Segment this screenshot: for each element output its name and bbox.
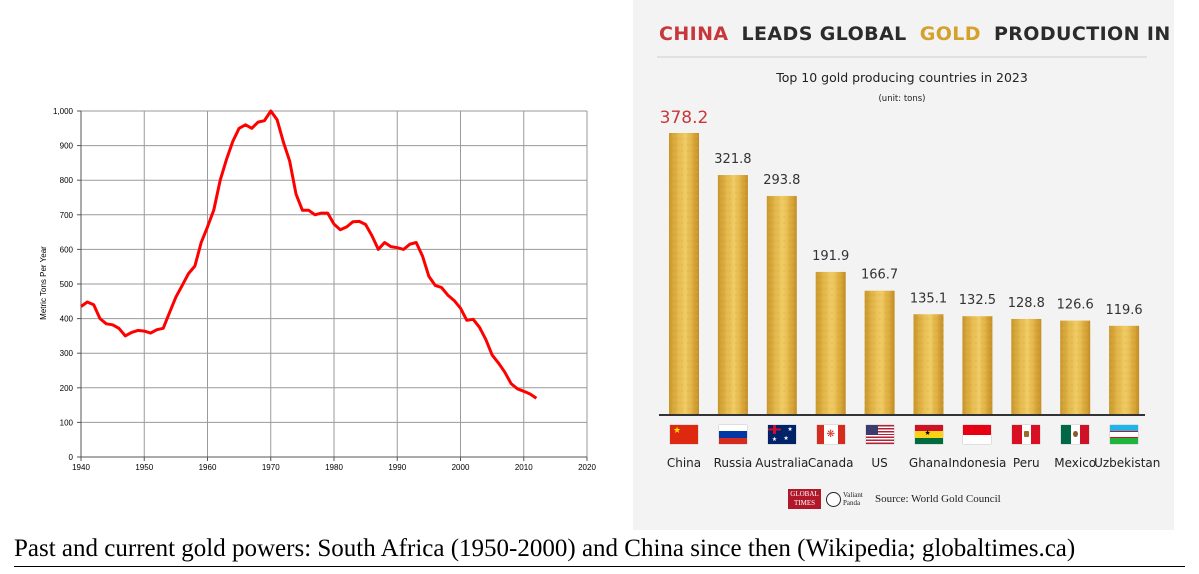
bar-chart-subtitle: (unit: tons) xyxy=(878,94,925,104)
y-tick-label: 900 xyxy=(60,142,74,151)
x-tick-label: 1970 xyxy=(262,463,280,472)
bar-chart-value-labels: 378.2 321.8 293.8 191.9 166.7 135.1 132.5 128.8… xyxy=(660,108,1143,318)
value-label-canada: 191.9 xyxy=(812,249,849,264)
country-label: Russia xyxy=(713,456,753,470)
country-label: China xyxy=(666,456,702,470)
bar-texture xyxy=(766,195,797,415)
y-tick-label: 300 xyxy=(60,349,74,358)
country-label: US xyxy=(871,456,888,470)
headline-china-word: CHINA xyxy=(659,23,729,45)
y-tick-label: 1,000 xyxy=(53,107,74,116)
y-tick-label: 700 xyxy=(60,211,74,220)
bar-texture xyxy=(1109,325,1140,415)
ghana-flag-icon: ★ xyxy=(914,425,943,444)
russia-flag-icon xyxy=(718,425,747,444)
line-chart-y-ticks: 0 100 200 300 400 500 600 700 800 900 1,000 xyxy=(53,107,74,462)
x-tick-label: 1980 xyxy=(325,463,343,472)
bar-texture xyxy=(962,316,993,415)
x-tick-label: 2010 xyxy=(515,463,533,472)
value-label-uzbekistan: 119.6 xyxy=(1105,303,1142,318)
value-label-indonesia: 132.5 xyxy=(959,293,996,308)
x-tick-label: 1940 xyxy=(72,463,90,472)
indonesia-flag-icon xyxy=(963,425,992,444)
line-chart-axes xyxy=(80,111,587,458)
y-tick-label: 800 xyxy=(60,176,74,185)
valiant-panda-logo: Valiant Panda xyxy=(826,489,870,509)
bar-texture xyxy=(669,133,699,415)
line-chart-grid xyxy=(77,110,588,461)
us-flag-icon xyxy=(865,425,894,444)
uzbekistan-flag-icon xyxy=(1110,425,1139,444)
y-tick-label: 0 xyxy=(69,453,74,462)
bar-texture xyxy=(913,314,944,415)
y-tick-label: 500 xyxy=(60,280,74,289)
x-tick-label: 2020 xyxy=(578,463,596,472)
bar-texture xyxy=(815,271,846,415)
value-label-us: 166.7 xyxy=(861,268,898,283)
source-line: GLOBAL TIMES Valiant Panda Source: World G… xyxy=(788,487,1048,511)
y-tick-label: 200 xyxy=(60,384,74,393)
headline-production: PRODUCTION IN 2023 xyxy=(994,23,1174,45)
x-tick-label: 1950 xyxy=(135,463,153,472)
headline-leads-global: LEADS GLOBAL xyxy=(742,23,907,45)
value-label-china: 378.2 xyxy=(660,108,709,128)
bar-texture xyxy=(1060,320,1091,415)
mexico-flag-icon xyxy=(1061,425,1090,444)
line-chart-series-line xyxy=(80,109,538,400)
bar-chart-bars xyxy=(669,133,1140,415)
country-label: Uzbekistan xyxy=(1094,456,1161,470)
headline-gold-word: GOLD xyxy=(920,23,981,45)
peru-flag-icon xyxy=(1012,425,1041,444)
country-label: Ghana xyxy=(908,456,949,470)
line-chart-x-ticks: 1940 1950 1960 1970 1980 1990 2000 2010 2020 xyxy=(72,463,596,472)
x-tick-label: 1960 xyxy=(199,463,217,472)
x-tick-label: 1990 xyxy=(388,463,406,472)
y-tick-label: 100 xyxy=(60,418,74,427)
y-tick-label: 600 xyxy=(60,245,74,254)
poster-headline: CHINA LEADS GLOBAL GOLD PRODUCTION IN 20… xyxy=(659,23,1174,45)
bar-texture xyxy=(717,175,748,415)
gold-production-poster: CHINA LEADS GLOBAL GOLD PRODUCTION IN 20… xyxy=(633,0,1174,530)
line-chart-y-axis-label: Metric Tons Per Year xyxy=(39,246,48,320)
panda-icon xyxy=(826,491,841,507)
value-label-australia: 293.8 xyxy=(763,173,800,188)
source-text: Source: World Gold Council xyxy=(875,493,1001,505)
value-label-russia: 321.8 xyxy=(714,152,751,167)
bar-texture xyxy=(1011,318,1042,415)
figure-caption: Past and current gold powers: South Afri… xyxy=(14,532,1185,567)
bar-texture xyxy=(864,290,895,415)
value-label-ghana: 135.1 xyxy=(910,291,947,306)
bar-chart-title: Top 10 gold producing countries in 2023 xyxy=(775,70,1028,85)
country-label: Indonesia xyxy=(948,456,1007,470)
country-label: Peru xyxy=(1012,456,1040,470)
global-times-logo: GLOBAL TIMES xyxy=(788,489,821,509)
country-label: Canada xyxy=(807,456,854,470)
australia-flag-icon: ★ ★ ★ xyxy=(767,425,796,444)
country-label: Australia xyxy=(755,456,809,470)
x-tick-label: 2000 xyxy=(452,463,470,472)
china-flag-icon: ★ xyxy=(670,425,698,444)
country-label: Mexico xyxy=(1054,456,1097,470)
y-tick-label: 400 xyxy=(60,315,74,324)
value-label-mexico: 126.6 xyxy=(1057,298,1094,313)
value-label-peru: 128.8 xyxy=(1008,296,1045,311)
canada-flag-icon: ❋ xyxy=(816,425,845,444)
